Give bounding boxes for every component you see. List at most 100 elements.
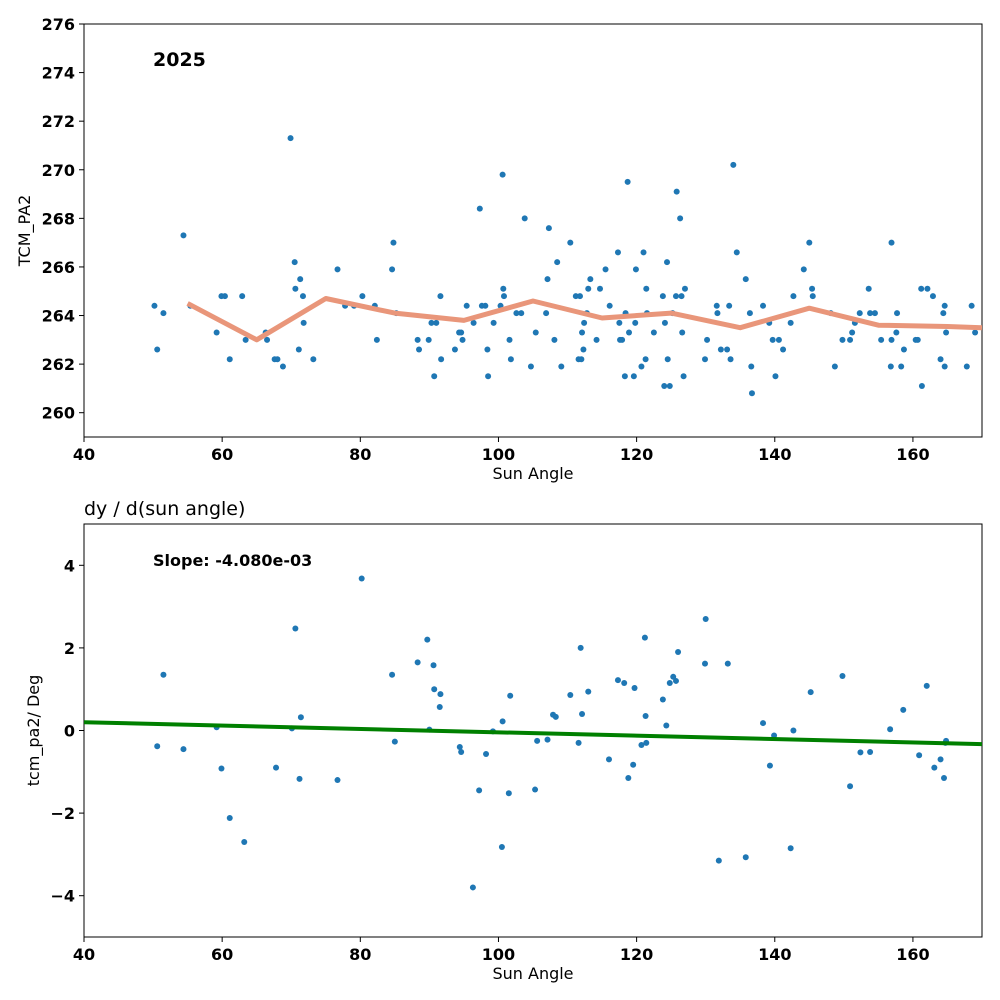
data-point bbox=[624, 178, 631, 185]
data-point bbox=[459, 336, 466, 343]
data-point bbox=[425, 336, 432, 343]
data-point bbox=[597, 285, 604, 292]
x-tick-label: 60 bbox=[211, 945, 233, 964]
data-point bbox=[500, 293, 507, 300]
data-point bbox=[714, 310, 721, 317]
data-point bbox=[614, 677, 621, 684]
data-point bbox=[724, 346, 731, 353]
data-point bbox=[900, 706, 907, 713]
data-point bbox=[800, 266, 807, 273]
data-point bbox=[527, 363, 534, 370]
data-point bbox=[279, 363, 286, 370]
data-point bbox=[787, 319, 794, 326]
data-point bbox=[160, 671, 167, 678]
data-point bbox=[916, 752, 923, 759]
data-point bbox=[727, 356, 734, 363]
data-point bbox=[809, 285, 816, 292]
data-point bbox=[476, 787, 483, 794]
data-point bbox=[625, 774, 632, 781]
data-point bbox=[678, 293, 685, 300]
data-point bbox=[787, 845, 794, 852]
data-point bbox=[642, 356, 649, 363]
data-point bbox=[726, 302, 733, 309]
data-point bbox=[485, 373, 492, 380]
data-point bbox=[888, 336, 895, 343]
data-point bbox=[894, 310, 901, 317]
data-point bbox=[941, 302, 948, 309]
y-axis-label: tcm_pa2/ Deg bbox=[24, 675, 44, 787]
data-point bbox=[551, 336, 558, 343]
data-point bbox=[391, 738, 398, 745]
data-point bbox=[500, 285, 507, 292]
data-point bbox=[857, 749, 864, 756]
data-point bbox=[458, 329, 465, 336]
y-tick-label: 270 bbox=[42, 161, 75, 180]
data-point bbox=[226, 356, 233, 363]
data-point bbox=[585, 688, 592, 695]
y-tick-label: 260 bbox=[42, 404, 75, 423]
data-point bbox=[226, 815, 233, 822]
data-point bbox=[704, 336, 711, 343]
data-point bbox=[585, 285, 592, 292]
chart-title: dy / d(sun angle) bbox=[84, 498, 245, 520]
y-tick-label: 268 bbox=[42, 209, 75, 228]
data-point bbox=[724, 660, 731, 667]
data-point bbox=[572, 293, 579, 300]
data-point bbox=[856, 310, 863, 317]
data-point bbox=[839, 672, 846, 679]
data-point bbox=[274, 356, 281, 363]
data-point bbox=[963, 363, 970, 370]
data-point bbox=[296, 775, 303, 782]
plot-area bbox=[151, 135, 982, 397]
data-point bbox=[742, 854, 749, 861]
data-point bbox=[154, 743, 161, 750]
data-point bbox=[438, 356, 445, 363]
data-point bbox=[766, 762, 773, 769]
y-tick-label: 274 bbox=[42, 64, 75, 83]
data-point bbox=[702, 660, 709, 667]
data-point bbox=[661, 382, 668, 389]
data-point bbox=[675, 649, 682, 656]
y-tick-label: 262 bbox=[42, 355, 75, 374]
data-point bbox=[679, 329, 686, 336]
data-point bbox=[663, 722, 670, 729]
data-point bbox=[154, 346, 161, 353]
data-point bbox=[576, 293, 583, 300]
data-point bbox=[664, 259, 671, 266]
data-point bbox=[433, 319, 440, 326]
y-tick-label: 2 bbox=[64, 639, 75, 658]
data-point bbox=[619, 336, 626, 343]
data-point bbox=[221, 293, 228, 300]
data-point bbox=[578, 356, 585, 363]
scatter-series bbox=[154, 575, 950, 891]
data-point bbox=[748, 363, 755, 370]
data-point bbox=[790, 727, 797, 734]
data-point bbox=[941, 774, 948, 781]
data-point bbox=[424, 636, 431, 643]
data-point bbox=[213, 329, 220, 336]
data-point bbox=[436, 703, 443, 710]
plot-frame bbox=[83, 23, 983, 438]
data-point bbox=[513, 310, 520, 317]
data-point bbox=[458, 748, 465, 755]
trend-line bbox=[186, 296, 982, 343]
data-point bbox=[666, 382, 673, 389]
data-point bbox=[849, 329, 856, 336]
y-tick-label: −4 bbox=[50, 887, 75, 906]
x-tick-label: 160 bbox=[896, 445, 929, 464]
data-point bbox=[180, 232, 187, 239]
data-point bbox=[746, 310, 753, 317]
data-point bbox=[733, 249, 740, 256]
data-point bbox=[264, 336, 271, 343]
data-point bbox=[295, 346, 302, 353]
data-point bbox=[924, 285, 931, 292]
x-tick-label: 120 bbox=[620, 445, 653, 464]
data-point bbox=[672, 677, 679, 684]
data-point bbox=[807, 689, 814, 696]
data-point bbox=[581, 319, 588, 326]
data-point bbox=[888, 239, 895, 246]
data-point bbox=[239, 293, 246, 300]
chart-annotation: 2025 bbox=[153, 49, 206, 71]
data-point bbox=[664, 356, 671, 363]
data-point bbox=[431, 373, 438, 380]
